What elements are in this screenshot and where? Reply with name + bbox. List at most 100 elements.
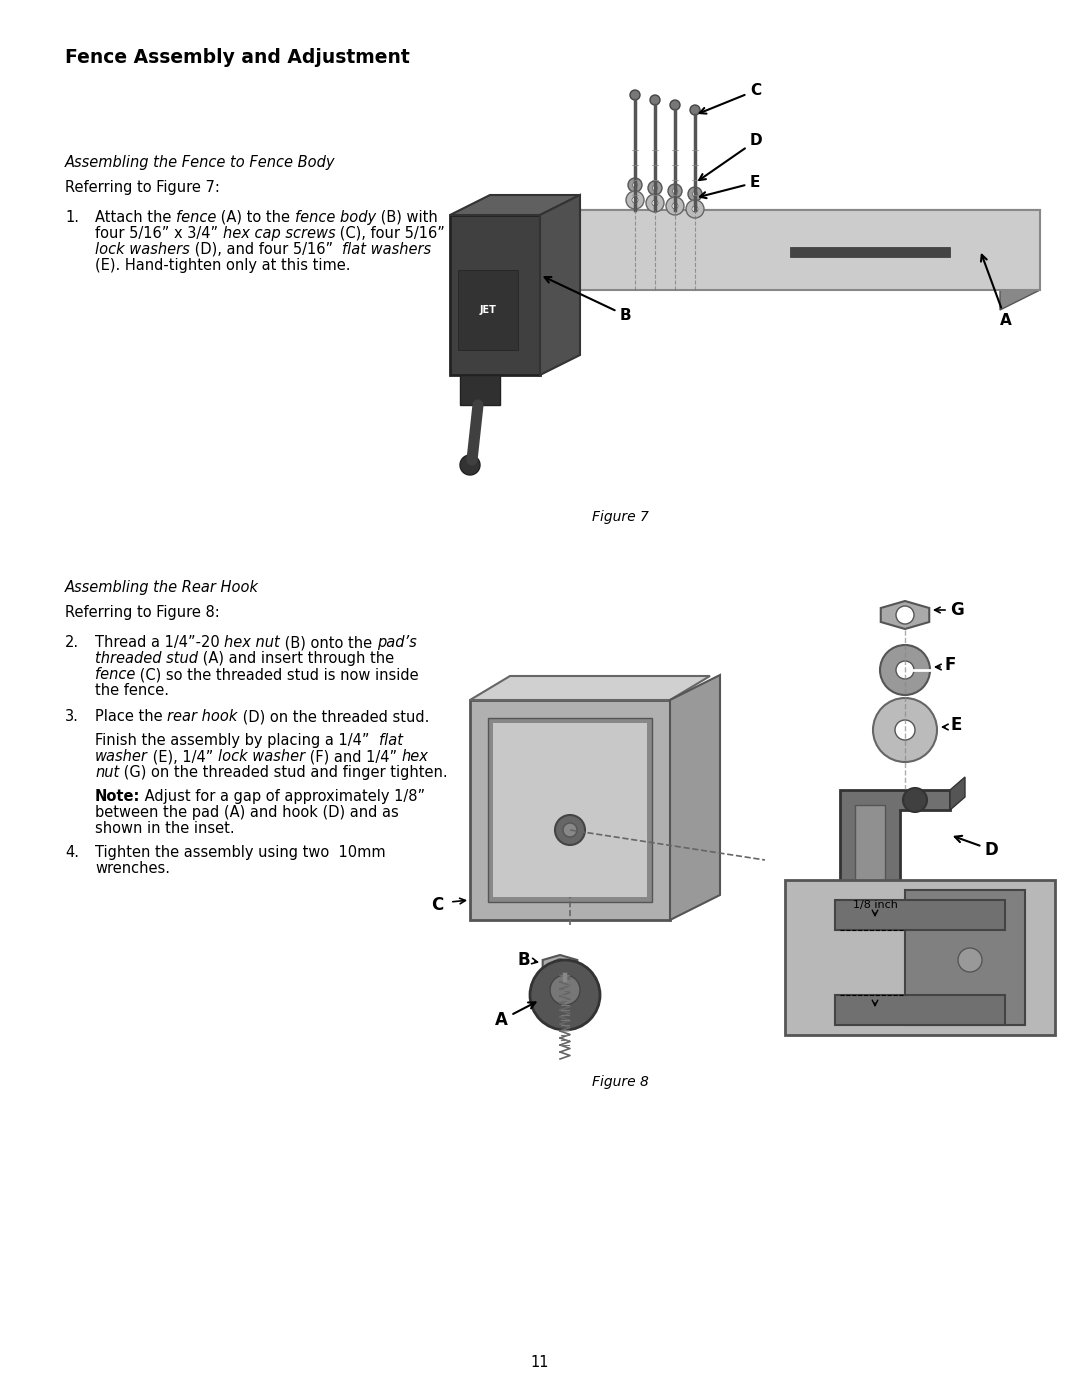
Polygon shape [950,777,966,810]
Text: B: B [544,277,632,323]
Circle shape [880,645,930,694]
Text: Finish the assembly by placing a 1/4”: Finish the assembly by placing a 1/4” [95,733,379,747]
Polygon shape [542,956,578,975]
Text: four 5/16” x 3/4”: four 5/16” x 3/4” [95,226,222,242]
Circle shape [692,191,698,197]
Text: G: G [950,601,963,619]
Text: Thread a 1/4”-20: Thread a 1/4”-20 [95,636,225,650]
Text: shown in the inset.: shown in the inset. [95,821,234,835]
Circle shape [555,814,585,845]
Text: E: E [700,175,760,198]
Text: fence: fence [95,666,135,682]
Text: 2.: 2. [65,636,79,650]
Polygon shape [540,210,1040,235]
Text: wrenches.: wrenches. [95,861,170,876]
Bar [488,718,652,902]
Circle shape [650,95,660,105]
Circle shape [688,187,702,201]
Circle shape [554,958,566,971]
Text: Fence Assembly and Adjustment: Fence Assembly and Adjustment [65,47,409,67]
Polygon shape [450,196,580,215]
Circle shape [627,177,642,191]
Text: C: C [431,895,443,914]
Polygon shape [580,210,1040,291]
Text: (D) on the threaded stud.: (D) on the threaded stud. [238,710,429,724]
Polygon shape [855,805,885,886]
Text: flat washers: flat washers [342,242,431,257]
Circle shape [669,184,681,198]
Text: (A) to the: (A) to the [216,210,295,225]
Text: the fence.: the fence. [95,683,168,698]
Text: D: D [955,835,999,859]
Text: hex nut: hex nut [225,636,280,650]
Bar [835,995,1005,1025]
Text: 1.: 1. [65,210,79,225]
Text: Adjust for a gap of approximately 1/8”: Adjust for a gap of approximately 1/8” [140,789,426,805]
Text: (G) on the threaded stud and finger tighten.: (G) on the threaded stud and finger tigh… [119,766,448,780]
Text: (C), four 5/16”: (C), four 5/16” [336,226,445,242]
Circle shape [652,186,658,190]
Text: between the pad (A) and hook (D) and as: between the pad (A) and hook (D) and as [95,805,399,820]
Text: washer: washer [95,749,148,764]
Text: Assembling the Rear Hook: Assembling the Rear Hook [65,580,259,595]
Text: Tighten the assembly using two  10mm: Tighten the assembly using two 10mm [95,845,386,861]
Circle shape [626,191,644,210]
Polygon shape [789,247,950,257]
Polygon shape [540,196,580,374]
Circle shape [550,975,580,1004]
Text: fence: fence [176,210,216,225]
Text: JET: JET [480,305,497,314]
Circle shape [633,183,637,187]
Text: Referring to Figure 7:: Referring to Figure 7: [65,180,220,196]
Text: threaded stud: threaded stud [95,651,198,666]
Bar [458,270,518,351]
Bar [785,880,1055,1035]
Text: Attach the: Attach the [95,210,176,225]
Circle shape [690,105,700,115]
Text: C: C [700,82,761,113]
Circle shape [563,823,577,837]
Text: (A) and insert through the: (A) and insert through the [198,651,394,666]
Text: Note:: Note: [95,789,140,805]
Text: (B) onto the: (B) onto the [280,636,377,650]
Circle shape [646,194,664,212]
Text: A: A [981,254,1012,328]
Text: 3.: 3. [65,710,79,724]
Circle shape [692,205,698,212]
Text: B: B [517,951,530,970]
Text: D: D [699,133,762,180]
Circle shape [530,960,600,1030]
Text: Figure 7: Figure 7 [592,510,648,524]
Text: nut: nut [95,766,119,780]
Text: Assembling the Fence to Fence Body: Assembling the Fence to Fence Body [65,155,336,170]
Polygon shape [881,601,929,629]
Text: lock washers: lock washers [95,242,190,257]
Circle shape [632,197,638,203]
Circle shape [896,606,914,624]
Circle shape [670,101,680,110]
Text: hex: hex [402,749,429,764]
Polygon shape [450,215,540,374]
Text: Referring to Figure 8:: Referring to Figure 8: [65,605,219,620]
Text: (F) and 1/4”: (F) and 1/4” [305,749,402,764]
Text: flat: flat [379,733,403,747]
Text: (C) so the threaded stud is now inside: (C) so the threaded stud is now inside [135,666,419,682]
Polygon shape [470,676,710,700]
Text: E: E [950,717,961,733]
Circle shape [903,788,927,812]
Polygon shape [1000,210,1040,310]
Circle shape [460,455,480,475]
Text: (B) with: (B) with [376,210,437,225]
Polygon shape [540,210,580,310]
Circle shape [958,949,982,972]
Text: (E), 1/4”: (E), 1/4” [148,749,218,764]
Text: pad’s: pad’s [377,636,417,650]
Text: fence body: fence body [295,210,376,225]
Text: lock washer: lock washer [218,749,305,764]
Text: (D), and four 5/16”: (D), and four 5/16” [190,242,342,257]
Circle shape [652,200,658,205]
Text: 11: 11 [530,1355,550,1370]
Circle shape [896,661,914,679]
Bar [492,724,647,897]
Bar [835,900,1005,930]
